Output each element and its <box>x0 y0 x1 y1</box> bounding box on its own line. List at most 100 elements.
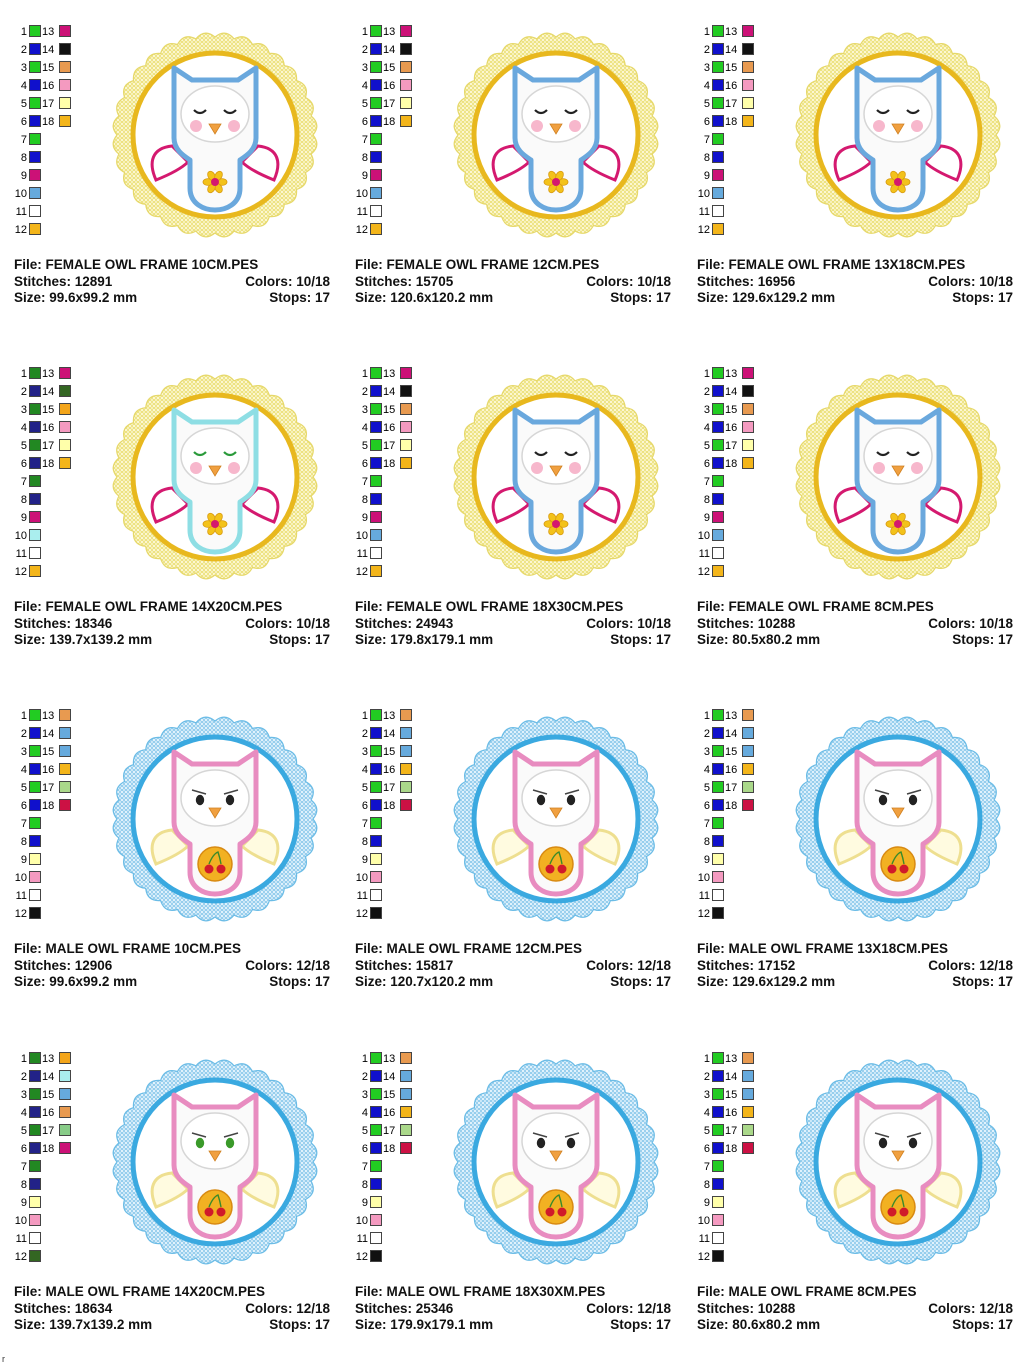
stitches-value: 18634 <box>74 1300 113 1316</box>
thread-palette: 1 13 2 14 3 15 4 16 5 17 6 18 7 8 9 10 11 12 <box>8 366 78 591</box>
color-index: 11 <box>698 890 710 902</box>
color-index: 4 <box>361 422 368 434</box>
color-index: 1 <box>20 368 27 380</box>
color-index: 16 <box>383 422 396 434</box>
color-swatch <box>29 799 41 811</box>
color-swatch <box>370 457 382 469</box>
colors-prefix: Colors: <box>586 615 638 631</box>
stops-prefix: Stops: <box>269 632 315 647</box>
stitches-prefix: Stitches: <box>14 1300 75 1316</box>
color-index: 18 <box>725 1143 738 1155</box>
color-swatch <box>712 25 724 37</box>
color-swatch <box>59 421 71 433</box>
stops-prefix: Stops: <box>952 1317 998 1332</box>
color-swatch <box>742 403 754 415</box>
color-index: 9 <box>703 1197 710 1209</box>
color-index: 13 <box>383 1053 396 1065</box>
color-swatch <box>370 889 382 901</box>
color-index: 2 <box>361 386 368 398</box>
color-swatch <box>370 61 382 73</box>
size-prefix: Size: <box>355 974 391 989</box>
color-swatch <box>29 529 41 541</box>
size-value: 139.7x139.2 mm <box>49 1317 153 1332</box>
color-index: 3 <box>703 1089 710 1101</box>
cherry-icon <box>216 1207 226 1217</box>
beak <box>891 807 905 819</box>
color-swatch <box>59 79 71 91</box>
file-label: File: MALE OWL FRAME 18X30XM.PES <box>355 1284 605 1301</box>
file-label: File: MALE OWL FRAME 8CM.PES <box>697 1284 917 1301</box>
stops-prefix: Stops: <box>269 290 315 305</box>
design-preview <box>100 1047 330 1277</box>
color-index: 6 <box>703 458 710 470</box>
stitches-label: Stitches: 24943 <box>355 616 453 633</box>
cherry-icon <box>216 864 226 874</box>
color-index: 8 <box>361 152 368 164</box>
colors-label: Colors: 12/18 <box>928 1301 1013 1318</box>
size-value: 80.5x80.2 mm <box>732 632 821 647</box>
color-index: 18 <box>42 1143 55 1155</box>
design-preview <box>100 704 330 934</box>
color-swatch <box>400 439 412 451</box>
stitches-value: 10288 <box>757 615 796 631</box>
thread-palette: 1 13 2 14 3 15 4 16 5 17 6 18 7 8 9 10 11 12 <box>691 24 761 249</box>
design-card: 1 13 2 14 3 15 4 16 5 17 6 18 7 8 9 10 11 12 File: FEMALE … <box>341 0 682 342</box>
beak <box>549 1150 563 1162</box>
color-swatch <box>370 1214 382 1226</box>
file-prefix: File: <box>14 599 46 614</box>
size-value: 120.7x120.2 mm <box>390 974 494 989</box>
stitches-label: Stitches: 15705 <box>355 274 453 291</box>
color-index: 9 <box>703 170 710 182</box>
cherry-stem <box>208 851 222 865</box>
file-name: MALE OWL FRAME 8CM.PES <box>728 1284 917 1299</box>
right-cheek <box>569 120 581 132</box>
file-name: FEMALE OWL FRAME 13X18CM.PES <box>728 257 966 272</box>
size-prefix: Size: <box>14 290 50 305</box>
owl-applique <box>491 407 621 555</box>
color-swatch <box>370 385 382 397</box>
stops-value: 17 <box>314 974 330 989</box>
color-index: 10 <box>355 872 368 884</box>
size-label: Size: 179.8x179.1 mm <box>355 632 493 649</box>
design-preview <box>100 20 330 250</box>
color-index: 7 <box>20 134 27 146</box>
colors-prefix: Colors: <box>245 957 297 973</box>
file-row: File: FEMALE OWL FRAME 14X20CM.PES <box>14 599 330 616</box>
color-swatch <box>370 763 382 775</box>
color-index: 4 <box>20 422 27 434</box>
color-swatch <box>742 1124 754 1136</box>
design-card: 1 13 2 14 3 15 4 16 5 17 6 18 7 8 9 10 11 12 File: FEMALE … <box>683 0 1024 342</box>
cherry-stem <box>549 1194 563 1208</box>
cherry-icon <box>557 864 567 874</box>
color-swatch <box>712 97 724 109</box>
color-swatch <box>370 1160 382 1172</box>
color-index: 15 <box>42 62 55 74</box>
design-info: File: MALE OWL FRAME 13X18CM.PES Stitches… <box>697 941 1013 991</box>
color-swatch <box>712 223 724 235</box>
beak <box>891 465 905 477</box>
color-swatch <box>370 169 382 181</box>
color-swatch <box>400 457 412 469</box>
eyebrows <box>191 1132 239 1138</box>
right-eye <box>225 794 235 806</box>
color-index: 10 <box>14 188 27 200</box>
color-index: 2 <box>703 386 710 398</box>
owl-face <box>180 1112 250 1170</box>
left-eye <box>195 794 205 806</box>
color-swatch <box>29 403 41 415</box>
colors-value: 12/18 <box>296 1300 330 1316</box>
color-swatch <box>742 727 754 739</box>
color-index: 13 <box>42 710 55 722</box>
color-swatch <box>742 97 754 109</box>
left-eye <box>878 794 888 806</box>
colors-label: Colors: 10/18 <box>245 616 330 633</box>
color-index: 1 <box>361 710 368 722</box>
design-info: File: MALE OWL FRAME 14X20CM.PES Stitches… <box>14 1284 330 1334</box>
design-preview <box>783 362 1013 592</box>
color-swatch <box>370 115 382 127</box>
owl-applique <box>833 65 963 213</box>
stray-mark: r <box>2 1354 5 1364</box>
color-index: 10 <box>14 872 27 884</box>
color-swatch <box>742 1052 754 1064</box>
size-label: Size: 99.6x99.2 mm <box>14 974 137 991</box>
